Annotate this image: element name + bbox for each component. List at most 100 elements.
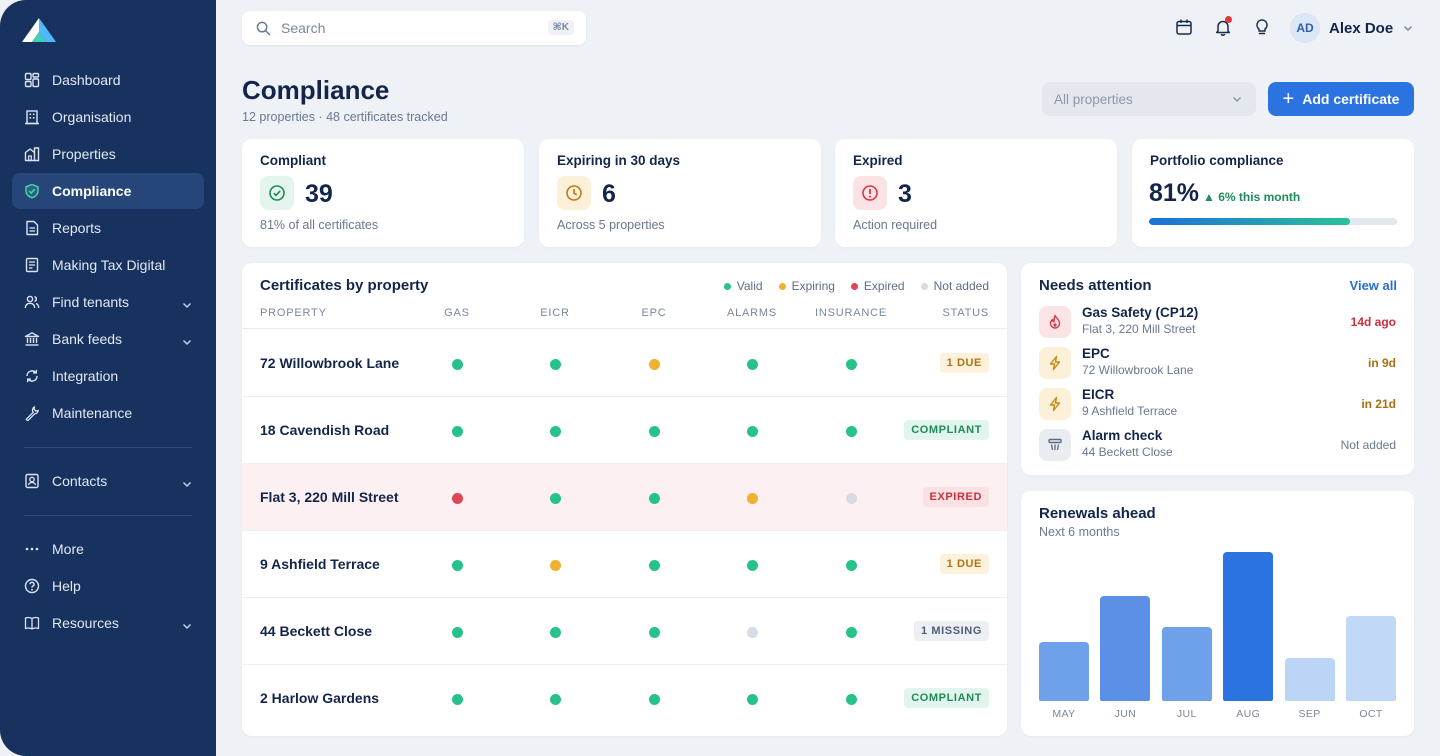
certificate-status-dot-eicr[interactable]: [549, 359, 561, 370]
certificate-status-dot-alarms[interactable]: [746, 426, 758, 437]
sidebar-item-reports[interactable]: Reports: [12, 210, 204, 246]
portfolio-delta-label: 6% this month: [1218, 190, 1301, 204]
sidebar-item-contacts[interactable]: Contacts: [12, 463, 204, 499]
x-tick-label: SEP: [1298, 708, 1321, 720]
bar-may[interactable]: [1039, 642, 1089, 701]
bell-icon[interactable]: [1213, 16, 1233, 37]
sidebar-item-maintenance[interactable]: Maintenance: [12, 395, 204, 431]
certificate-status-dot-insurance[interactable]: [845, 359, 857, 370]
certificate-status-dot-eicr[interactable]: [549, 560, 561, 571]
certificate-status-dot-epc[interactable]: [648, 694, 660, 705]
column-header-property[interactable]: PROPERTY: [260, 307, 327, 319]
attention-location: 9 Ashfield Terrace: [1082, 404, 1178, 418]
sidebar-item-bank-feeds[interactable]: Bank feeds: [12, 321, 204, 357]
certificate-status-dot-alarms[interactable]: [746, 694, 758, 705]
certificate-status-dot-eicr[interactable]: [549, 694, 561, 705]
sidebar-item-label: Contacts: [52, 473, 108, 489]
certificate-status-dot-gas[interactable]: [451, 560, 463, 571]
certificate-status-dot-eicr[interactable]: [549, 627, 561, 638]
add-certificate-button[interactable]: + Add certificate: [1268, 82, 1414, 116]
chevron-down-icon: [1404, 25, 1413, 32]
column-header-gas[interactable]: GAS: [444, 307, 470, 319]
sidebar-item-dashboard[interactable]: Dashboard: [12, 62, 204, 98]
column-header-status[interactable]: STATUS: [942, 307, 989, 319]
page-subtitle: 12 properties · 48 certificates tracked: [242, 110, 448, 124]
portfolio-value: 81%: [1149, 179, 1200, 207]
certificate-status-dot-insurance[interactable]: [845, 560, 857, 571]
certificate-status-dot-gas[interactable]: [451, 493, 463, 504]
sidebar-item-properties[interactable]: Properties: [12, 136, 204, 172]
property-filter-select[interactable]: All properties: [1042, 82, 1256, 116]
attention-item[interactable]: Alarm check 44 Beckett Close Not added: [1039, 428, 1396, 464]
chevron-down-icon: [182, 476, 192, 488]
stat-title: Compliant: [260, 153, 326, 168]
certificate-status-dot-gas[interactable]: [451, 359, 463, 370]
bolt-icon: [1039, 388, 1071, 420]
sidebar-item-label: Integration: [52, 368, 119, 384]
app-logo[interactable]: [20, 16, 58, 44]
sidebar-item-compliance[interactable]: Compliance: [12, 173, 204, 209]
table-row[interactable]: 9 Ashfield Terrace 1 DUE: [242, 531, 1007, 598]
portfolio-title: Portfolio compliance: [1150, 153, 1284, 168]
sidebar-item-help[interactable]: Help: [12, 568, 204, 604]
certificate-status-dot-eicr[interactable]: [549, 493, 561, 504]
status-badge: COMPLIANT: [904, 688, 989, 708]
bar-oct[interactable]: [1346, 616, 1396, 701]
lightbulb-icon[interactable]: [1252, 17, 1272, 37]
sidebar-item-more[interactable]: More: [12, 531, 204, 567]
x-tick-label: OCT: [1359, 708, 1383, 720]
bar-jul[interactable]: [1161, 627, 1212, 701]
search-bar[interactable]: ⌘K: [242, 11, 586, 45]
certificate-status-dot-epc[interactable]: [648, 493, 660, 504]
certificate-status-dot-epc[interactable]: [648, 359, 660, 370]
table-row[interactable]: 72 Willowbrook Lane 1 DUE: [242, 330, 1007, 397]
sidebar-item-making-tax-digital[interactable]: Making Tax Digital: [12, 247, 204, 283]
bar-sep[interactable]: [1284, 657, 1335, 701]
bar-jun[interactable]: [1100, 596, 1151, 701]
column-header-eicr[interactable]: EICR: [540, 307, 570, 319]
property-filter-value: All properties: [1054, 91, 1133, 107]
calendar-icon[interactable]: [1174, 17, 1194, 37]
attention-item[interactable]: EICR 9 Ashfield Terrace in 21d: [1039, 387, 1396, 423]
certificate-status-dot-gas[interactable]: [451, 694, 463, 705]
certificate-status-dot-insurance[interactable]: [845, 694, 857, 705]
table-row[interactable]: 2 Harlow Gardens COMPLIANT: [242, 665, 1007, 732]
sidebar-item-integration[interactable]: Integration: [12, 358, 204, 394]
search-input[interactable]: [281, 20, 521, 36]
attention-item[interactable]: Gas Safety (CP12) Flat 3, 220 Mill Street…: [1039, 305, 1396, 341]
sidebar: Dashboard Organisation Properties Complianc…: [0, 0, 216, 756]
attention-certificate: EPC: [1082, 346, 1110, 361]
column-header-alarms[interactable]: ALARMS: [726, 307, 778, 319]
certificate-status-dot-alarms[interactable]: [746, 359, 758, 370]
sidebar-item-resources[interactable]: Resources: [12, 605, 204, 641]
column-header-insurance[interactable]: INSURANCE: [815, 307, 887, 319]
table-row[interactable]: Flat 3, 220 Mill Street EXPIRED: [242, 464, 1007, 531]
table-row[interactable]: 44 Beckett Close 1 MISSING: [242, 598, 1007, 665]
certificate-status-dot-gas[interactable]: [451, 627, 463, 638]
bar-aug[interactable]: [1223, 551, 1274, 701]
sidebar-item-find-tenants[interactable]: Find tenants: [12, 284, 204, 320]
attention-item[interactable]: EPC 72 Willowbrook Lane in 9d: [1039, 346, 1396, 382]
legend-dot: [920, 282, 928, 290]
column-header-epc[interactable]: EPC: [641, 307, 667, 319]
certificate-status-dot-epc[interactable]: [648, 627, 660, 638]
attention-location: 72 Willowbrook Lane: [1082, 363, 1194, 377]
certificate-status-dot-alarms[interactable]: [746, 560, 758, 571]
chevron-down-icon: [1232, 96, 1242, 103]
certificate-status-dot-insurance[interactable]: [845, 493, 857, 504]
certificate-status-dot-alarms[interactable]: [746, 627, 758, 638]
certificate-status-dot-epc[interactable]: [648, 560, 660, 571]
certificate-status-dot-gas[interactable]: [451, 426, 463, 437]
table-row[interactable]: 18 Cavendish Road COMPLIANT: [242, 397, 1007, 464]
user-menu[interactable]: AD Alex Doe: [1290, 13, 1413, 43]
sidebar-item-organisation[interactable]: Organisation: [12, 99, 204, 135]
certificate-status-dot-insurance[interactable]: [845, 627, 857, 638]
bank-icon: [24, 331, 40, 347]
renewals-subtitle: Next 6 months: [1039, 525, 1120, 539]
view-all-link[interactable]: View all: [1349, 278, 1397, 293]
certificate-status-dot-eicr[interactable]: [549, 426, 561, 437]
attention-location: 44 Beckett Close: [1082, 445, 1173, 459]
certificate-status-dot-alarms[interactable]: [746, 493, 758, 504]
certificate-status-dot-insurance[interactable]: [845, 426, 857, 437]
certificate-status-dot-epc[interactable]: [648, 426, 660, 437]
